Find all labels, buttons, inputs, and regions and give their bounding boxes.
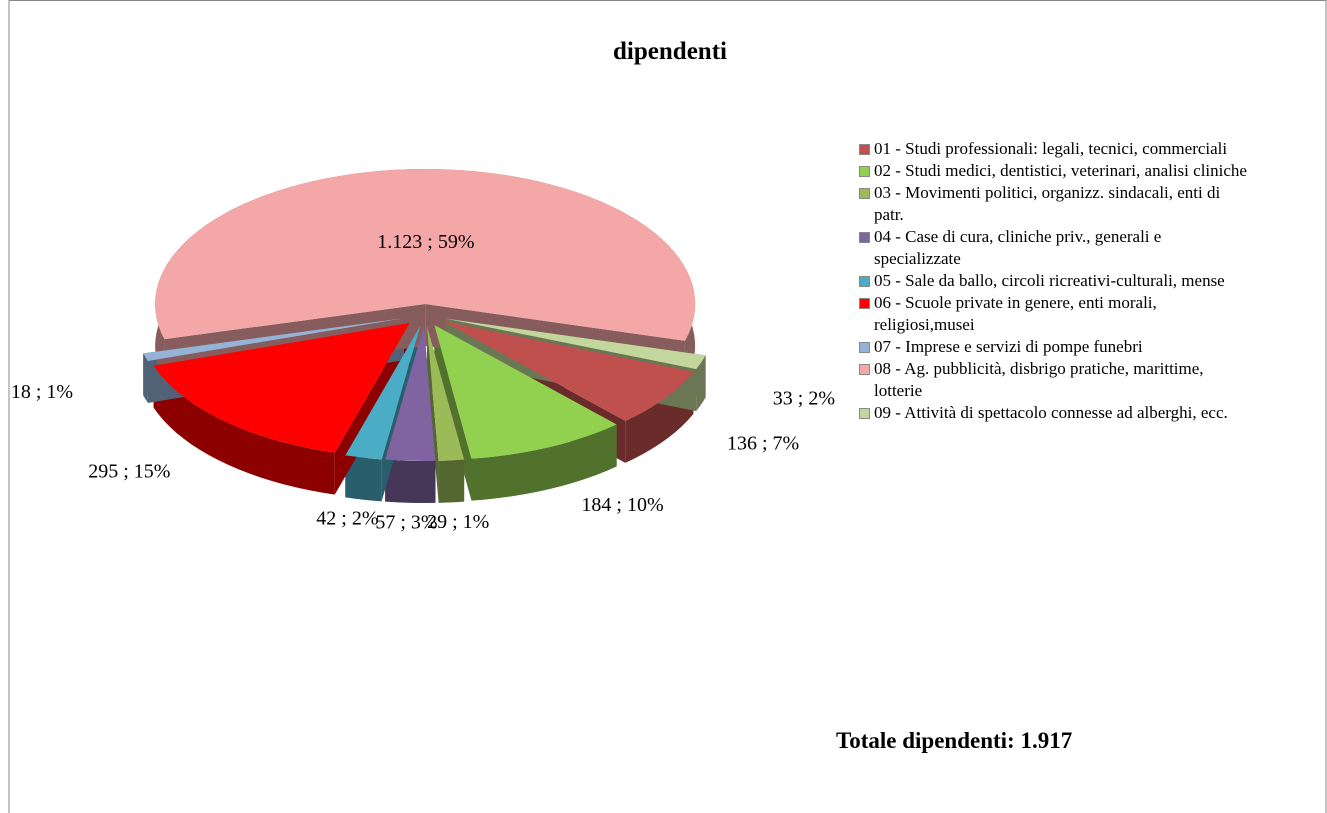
legend-swatch [859, 188, 870, 199]
legend-label: 05 - Sale da ballo, circoli ricreativi-c… [874, 271, 1225, 290]
slice [445, 318, 706, 370]
legend-label: 09 - Attività di spettacolo connesse ad … [874, 403, 1228, 422]
slice [155, 169, 696, 341]
data-label: 33 ; 2% [773, 387, 835, 409]
legend-item: 07 - Imprese e servizi di pompe funebri [857, 336, 1247, 358]
legend-item: 08 - Ag. pubblicità, disbrigo pratiche, … [857, 358, 1247, 402]
slice-side [153, 365, 335, 495]
tops [143, 169, 706, 461]
legend-item: 06 - Scuole private in genere, enti mora… [857, 292, 1247, 336]
frame [8, 0, 1327, 813]
legend-swatch [859, 166, 870, 177]
legend: 01 - Studi professionali: legali, tecnic… [857, 138, 1247, 424]
legend-swatch [859, 408, 870, 419]
legend-item: 02 - Studi medici, dentistici, veterinar… [857, 160, 1247, 182]
slice-side [426, 325, 439, 503]
data-label: 18 ; 1% [11, 381, 73, 403]
legend-swatch [859, 298, 870, 309]
legend-swatch [859, 232, 870, 243]
legend-label: 06 - Scuole private in genere, enti mora… [874, 293, 1157, 334]
legend-label: 01 - Studi professionali: legali, tecnic… [874, 139, 1228, 158]
slice [434, 324, 617, 459]
legend-item: 09 - Attività di spettacolo connesse ad … [857, 402, 1247, 424]
slice [153, 322, 410, 453]
slice [143, 318, 404, 361]
legend-label: 04 - Case di cura, cliniche priv., gener… [874, 227, 1162, 268]
annotation: Totale dipendenti: 1.917 [836, 728, 1073, 753]
slice [345, 325, 421, 460]
legend-label: 03 - Movimenti politici, organizz. sinda… [874, 183, 1221, 224]
legend-swatch [859, 364, 870, 375]
data-label: 136 ; 7% [727, 433, 799, 455]
slice [426, 325, 465, 461]
legend-label: 08 - Ag. pubblicità, disbrigo pratiche, … [874, 359, 1204, 400]
legend-swatch [859, 342, 870, 353]
legend-item: 03 - Movimenti politici, organizz. sinda… [857, 182, 1247, 226]
legend-label: 02 - Studi medici, dentistici, veterinar… [874, 161, 1247, 180]
legend-item: 05 - Sale da ballo, circoli ricreativi-c… [857, 270, 1247, 292]
data-label: 42 ; 2% [316, 507, 378, 529]
data-label: 295 ; 15% [88, 460, 170, 482]
slice [385, 325, 436, 461]
chart-title: dipendenti [613, 38, 727, 65]
data-label: 57 ; 3% [375, 511, 437, 533]
data-label: 29 ; 1% [427, 511, 489, 533]
legend-swatch [859, 276, 870, 287]
legend-label: 07 - Imprese e servizi di pompe funebri [874, 337, 1143, 356]
data-label: 184 ; 10% [581, 494, 663, 516]
labels: 136 ; 7% 184 ; 10% 29 ; 1%57 ; 3%42 ; 2% 29… [11, 231, 835, 534]
slice [443, 321, 694, 421]
legend-item: 04 - Case di cura, cliniche priv., gener… [857, 226, 1247, 270]
data-label: 1.123 ; 59% [377, 231, 474, 253]
legend-swatch [859, 144, 870, 155]
legend-item: 01 - Studi professionali: legali, tecnic… [857, 138, 1247, 160]
slice-side [385, 459, 436, 503]
